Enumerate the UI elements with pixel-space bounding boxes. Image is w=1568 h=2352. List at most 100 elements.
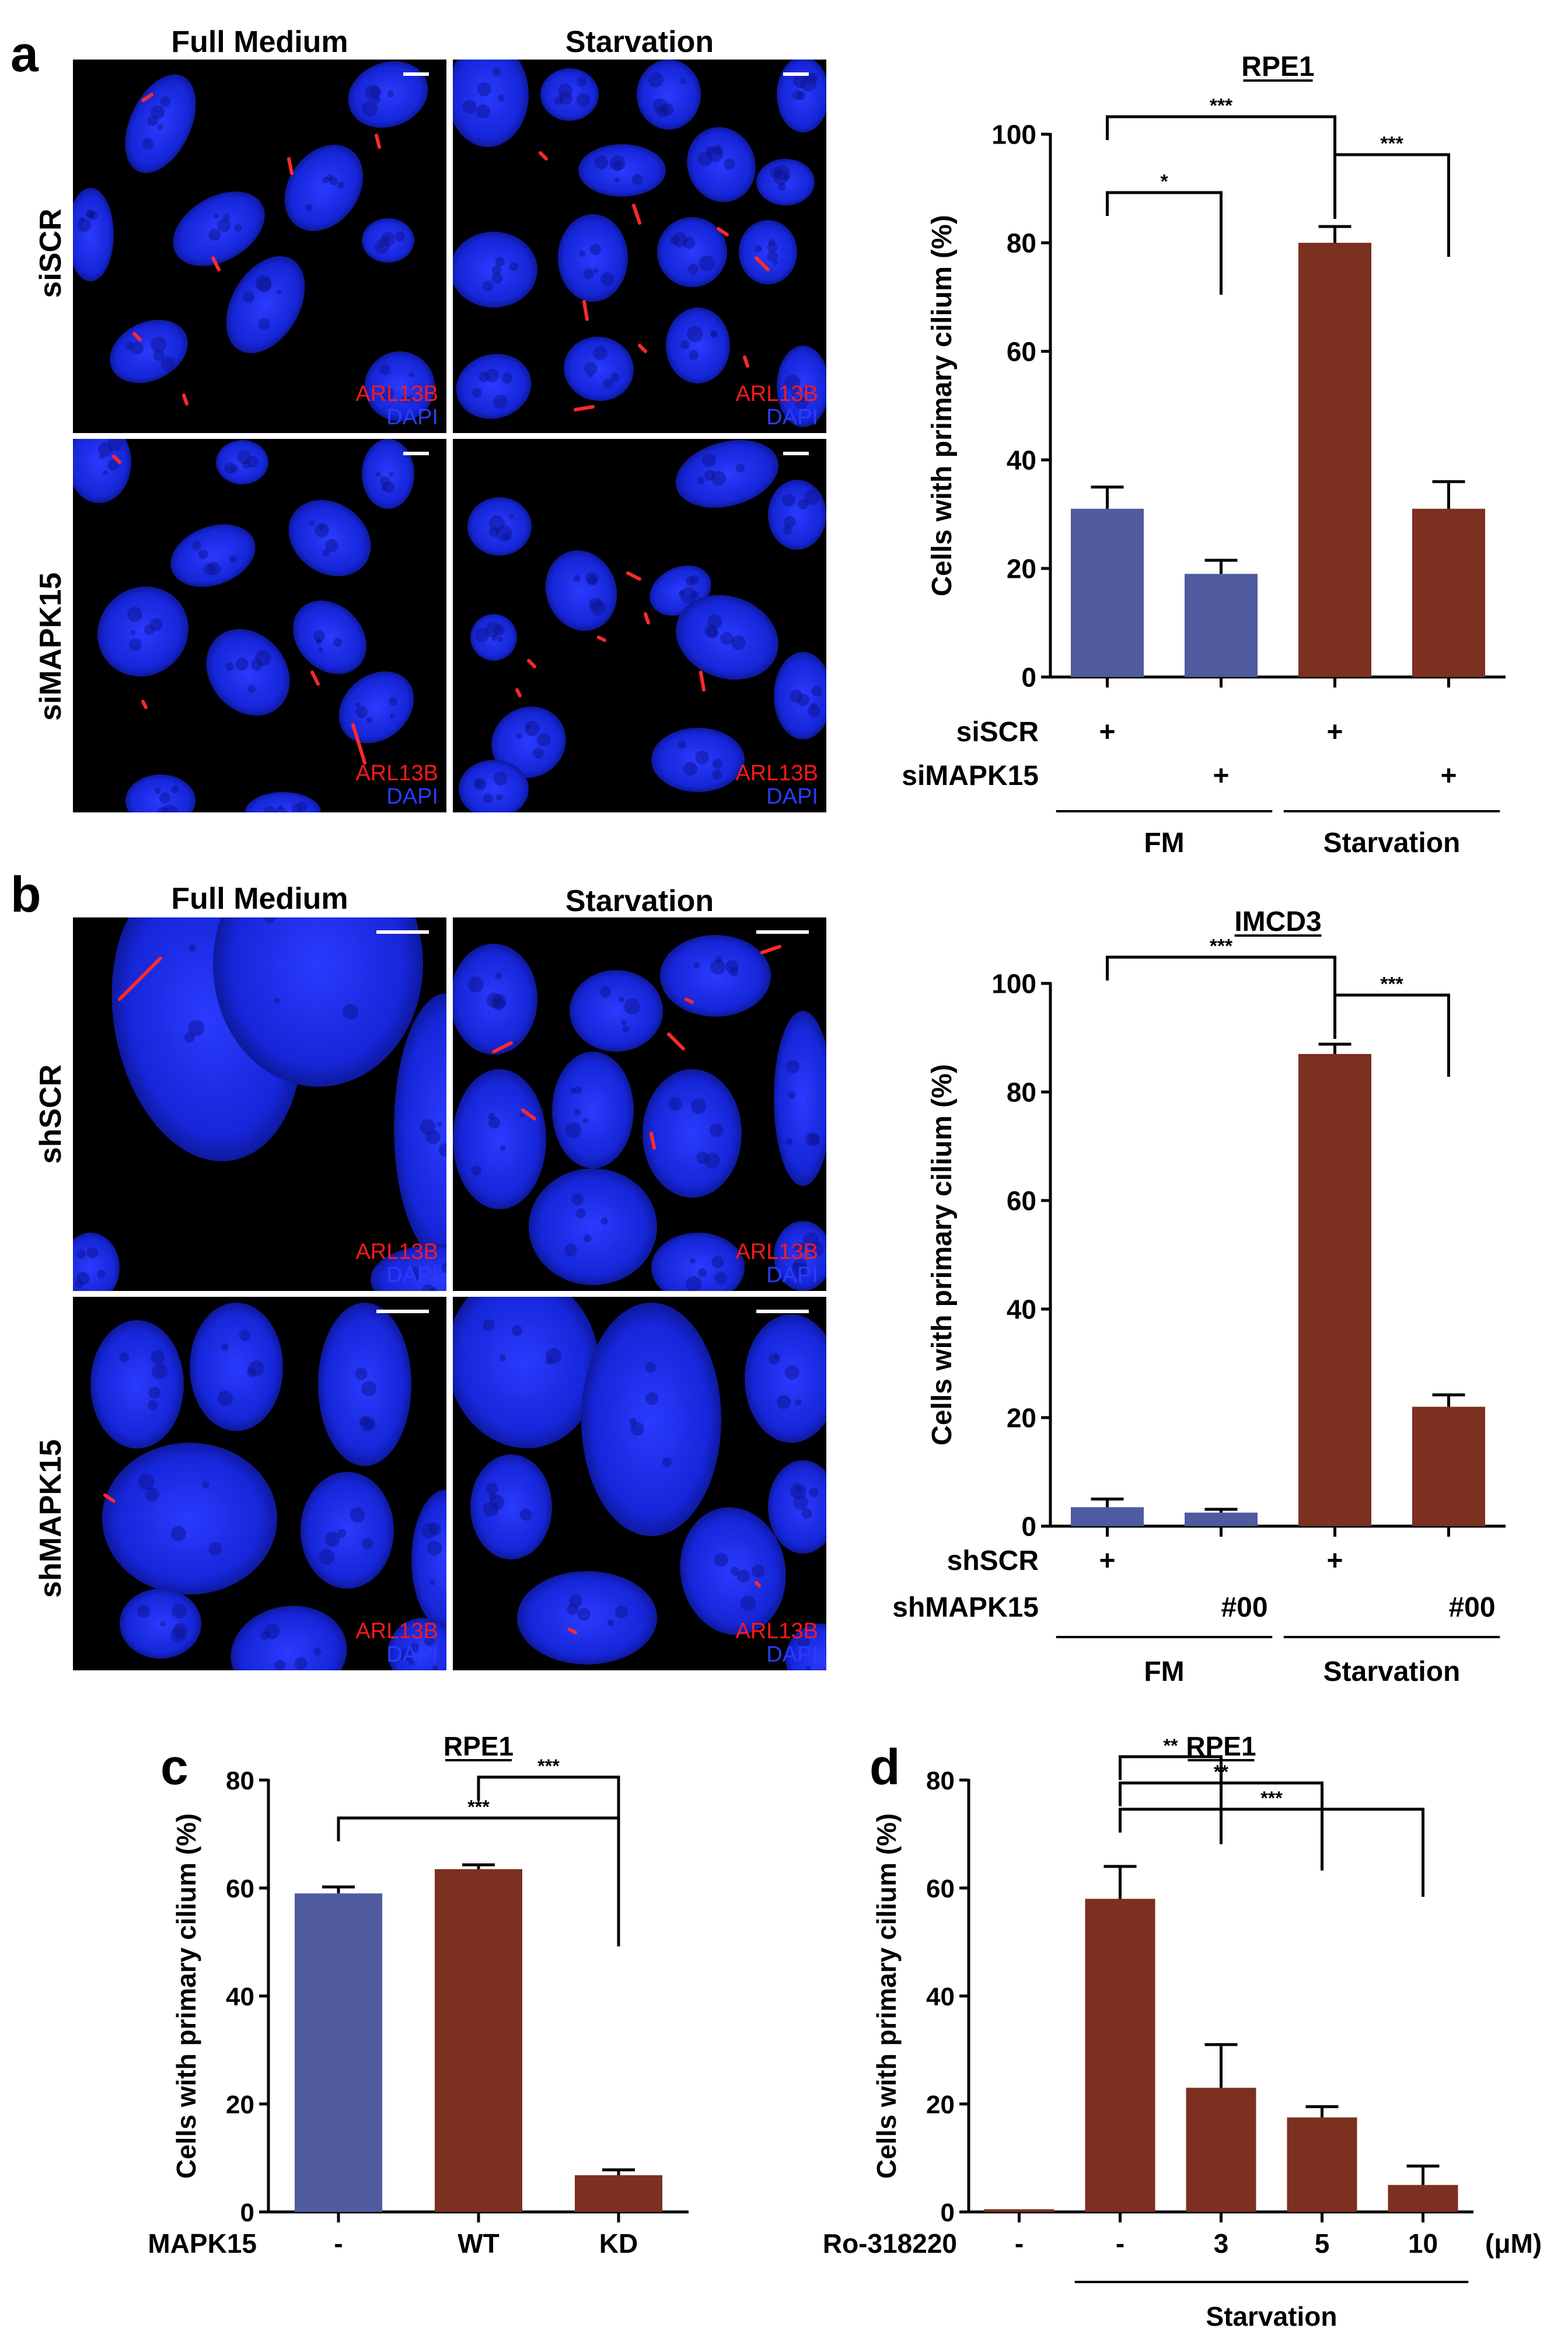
nucleus-texture: [577, 1608, 591, 1621]
stain-label-arl13b: ARL13B: [735, 382, 818, 406]
x-category-label: 5: [1315, 2228, 1330, 2259]
x-category-label: -: [1116, 2228, 1125, 2259]
nucleus-texture: [501, 372, 512, 383]
nucleus-texture: [474, 778, 483, 787]
nucleus-texture: [795, 1399, 802, 1406]
cell-nucleus: [545, 550, 617, 631]
stain-label-arl13b: ARL13B: [355, 382, 438, 406]
primary-cilium: [685, 997, 694, 1004]
primary-cilium: [112, 455, 121, 464]
panel-letter-a: a: [11, 26, 39, 82]
cell-nucleus: [97, 586, 188, 677]
nucleus-texture: [678, 590, 685, 596]
nucleus-texture: [680, 78, 686, 85]
cell-nucleus: [459, 760, 529, 812]
nucleus-texture: [130, 630, 136, 635]
nucleus-texture: [429, 1580, 435, 1586]
scale-bar: [756, 1310, 809, 1313]
nucleus-texture: [614, 1605, 628, 1619]
nucleus-texture: [258, 318, 270, 330]
primary-cilium: [527, 659, 536, 668]
primary-cilium: [141, 700, 148, 709]
cell-nucleus: [675, 439, 779, 508]
condition-mark: #00: [1221, 1592, 1267, 1623]
y-axis-label: Cells with primary cilium (%): [871, 1813, 902, 2179]
nucleus-texture: [381, 486, 387, 491]
cell-nucleus: [288, 500, 371, 577]
nucleus-texture: [274, 997, 280, 1004]
nucleus-texture: [730, 1566, 740, 1576]
nucleus-texture: [485, 621, 501, 637]
nucleus-texture: [462, 100, 477, 114]
nucleus-texture: [483, 281, 493, 292]
nucleus-texture: [413, 1272, 421, 1280]
nucleus-texture: [687, 264, 699, 275]
nucleus-texture: [624, 998, 641, 1015]
primary-cilium: [521, 1108, 536, 1121]
nucleus-texture: [740, 1595, 756, 1611]
nucleus-texture: [621, 1020, 627, 1025]
nucleus-texture: [785, 1060, 799, 1074]
nucleus-texture: [157, 124, 163, 130]
significance-label: ***: [1260, 1788, 1283, 1809]
nucleus-texture: [234, 224, 242, 232]
nucleus-texture: [631, 174, 643, 185]
nucleus-texture: [767, 250, 778, 262]
cell-nucleus: [456, 354, 532, 419]
nucleus-texture: [662, 1457, 672, 1467]
condition-mark: +: [1213, 760, 1229, 791]
bar: [1186, 2088, 1256, 2212]
nucleus-texture: [221, 1343, 229, 1351]
scale-bar: [783, 452, 809, 455]
nucleus-texture: [343, 1004, 359, 1020]
nucleus-texture: [479, 371, 490, 382]
nucleus-texture: [488, 1116, 500, 1129]
micrograph-b-starv-shMAPK15: ARL13B DAPI: [453, 1297, 826, 1670]
primary-cilium: [743, 355, 749, 368]
col-header-starvation-a: Starvation: [565, 25, 714, 59]
nucleus-texture: [714, 1552, 728, 1567]
nucleus-texture: [567, 1603, 579, 1615]
primary-cilium: [760, 945, 781, 954]
nuclei-image: [73, 439, 414, 812]
y-tick-label: 0: [240, 2199, 254, 2227]
nucleus-texture: [668, 1097, 682, 1111]
nucleus-texture: [477, 82, 491, 97]
condition-mark: +: [1326, 717, 1343, 748]
y-tick-label: 60: [1007, 1186, 1036, 1216]
cell-nucleus: [348, 61, 428, 128]
nucleus-texture: [790, 1262, 807, 1278]
nucleus-texture: [603, 378, 613, 389]
nucleus-texture: [683, 236, 696, 249]
nucleus-texture: [497, 636, 504, 643]
nucleus-texture: [131, 341, 144, 355]
nuclei-image: [453, 60, 826, 427]
nucleus-texture: [496, 794, 503, 801]
nucleus-texture: [488, 1492, 497, 1500]
cell-nucleus: [284, 144, 364, 232]
nucleus-texture: [698, 1268, 707, 1277]
bar: [984, 2209, 1054, 2212]
nucleus-texture: [162, 804, 178, 812]
y-tick-label: 60: [1007, 337, 1036, 367]
nucleus-texture: [823, 1668, 826, 1670]
cell-nucleus: [226, 256, 305, 354]
nucleus-texture: [408, 1659, 415, 1665]
cell-nucleus: [73, 188, 114, 281]
nucleus-texture: [247, 685, 256, 693]
nuclei-image: [453, 1297, 826, 1670]
nucleus-texture: [276, 289, 282, 295]
nucleus-texture: [86, 1247, 99, 1259]
nucleus-texture: [76, 1250, 86, 1259]
scale-bar: [783, 72, 809, 76]
nucleus-texture: [704, 469, 715, 481]
nucleus-texture: [808, 1241, 824, 1257]
nucleus-texture: [600, 1217, 609, 1225]
bar: [1185, 574, 1258, 677]
nucleus-texture: [75, 1279, 84, 1289]
nucleus-texture: [159, 792, 171, 804]
nucleus-texture: [687, 326, 703, 343]
primary-cilium: [182, 393, 188, 406]
nucleus-texture: [188, 1020, 204, 1037]
